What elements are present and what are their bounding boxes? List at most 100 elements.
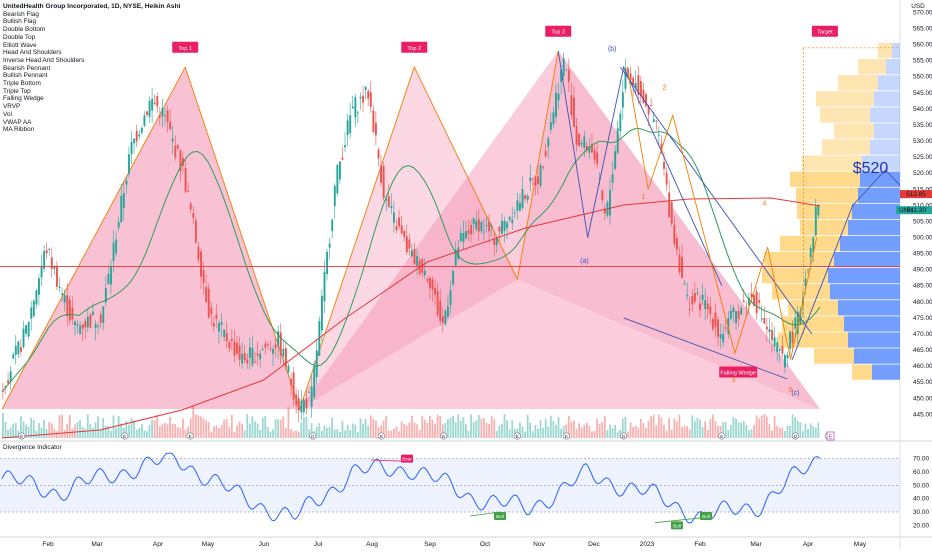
candle-body — [310, 386, 313, 408]
volume-bar — [570, 421, 573, 438]
event-marker-e-text: E — [829, 435, 833, 441]
indicator-item[interactable]: Triple Bottom — [3, 80, 41, 88]
indicator-item[interactable]: MA Ribbon — [3, 126, 35, 134]
volume-bar — [205, 420, 208, 438]
candle-body — [153, 102, 156, 104]
candle-body — [179, 150, 182, 171]
candle-body — [313, 366, 316, 397]
volume-bar — [688, 429, 691, 438]
candle-body — [4, 385, 7, 388]
candle-body — [156, 96, 159, 107]
candle-body — [459, 233, 462, 241]
indicator-item[interactable]: VRVP — [3, 103, 21, 111]
indicator-item[interactable]: Falling Wedge — [3, 95, 44, 103]
candle-body — [241, 353, 244, 364]
candle-body — [374, 122, 377, 136]
candle-body — [84, 321, 87, 328]
indicator-item[interactable]: Bullish Pennant — [3, 72, 48, 80]
volume-bar — [215, 425, 218, 438]
volume-bar — [598, 423, 601, 438]
candle-body — [328, 243, 331, 248]
candle-body — [454, 249, 457, 266]
indicator-item[interactable]: Vol — [3, 110, 12, 118]
candle-body — [663, 162, 665, 169]
candle-body — [130, 141, 133, 155]
indicator-item[interactable]: Bearish Pennant — [3, 64, 51, 72]
price-axis[interactable]: 570.00 565.00 560.00 555.00 550.00 545.00 540.… — [896, 9, 932, 418]
candle-body — [699, 303, 702, 311]
candle-body — [686, 294, 689, 297]
volume-bar — [624, 416, 627, 438]
candle-body — [634, 83, 637, 89]
volume-bars — [2, 406, 820, 438]
vrvp-bar — [870, 107, 900, 123]
top1-label: Top 1 — [172, 41, 199, 53]
candle-body — [565, 69, 568, 71]
candle-body — [359, 96, 362, 99]
volume-bar — [194, 414, 197, 438]
event-marker: E — [378, 432, 386, 440]
volume-bar — [241, 424, 244, 438]
volume-bar — [575, 429, 578, 438]
indicator-item[interactable]: Double Bottom — [3, 26, 46, 34]
candle-body — [678, 254, 681, 272]
volume-bar — [274, 419, 277, 438]
volume-bar — [773, 416, 776, 438]
volume-bar — [372, 419, 375, 438]
indicator-item[interactable]: Bearish Flag — [3, 10, 39, 18]
candle-body — [120, 195, 123, 223]
candle-body — [781, 346, 784, 354]
volume-bar — [801, 431, 804, 438]
indicator-item[interactable]: Triple Top — [3, 87, 31, 95]
bear-label-bg — [401, 454, 413, 463]
pattern-lines — [557, 47, 900, 380]
candle-body — [68, 299, 71, 321]
indicator-item[interactable]: Head And Shoulders — [3, 49, 62, 57]
indicator-item[interactable]: Elliott Wave — [3, 41, 37, 49]
vrvp-bar — [870, 139, 900, 155]
candle-body — [763, 318, 766, 324]
volume-bar — [99, 429, 102, 438]
price-tick: 465.00 — [913, 347, 932, 354]
volume-bar — [392, 428, 395, 438]
volume-bar — [187, 427, 190, 438]
candle-body — [228, 342, 231, 349]
indicator-item[interactable]: Bullish Flag — [3, 18, 37, 26]
volume-bar — [200, 416, 202, 438]
candle-body — [444, 310, 447, 325]
candle-body — [223, 329, 226, 338]
volume-bar — [25, 424, 27, 438]
candle-body — [493, 239, 496, 245]
volume-profile — [762, 42, 900, 380]
indicator-item[interactable]: Double Top — [3, 33, 36, 41]
osc-tick: 30.00 — [913, 509, 929, 516]
volume-bar — [354, 424, 357, 438]
indicator-item[interactable]: VWAP AA — [3, 118, 32, 126]
volume-bar — [179, 427, 182, 438]
volume-bar — [513, 428, 516, 438]
volume-bar — [50, 423, 53, 438]
candle-body — [778, 349, 781, 351]
volume-bar — [284, 427, 287, 438]
volume-bar — [508, 429, 511, 438]
volume-bar — [639, 418, 642, 438]
candle-body — [392, 212, 395, 223]
candle-body — [367, 90, 370, 99]
volume-bar — [701, 427, 704, 438]
volume-bar — [760, 415, 763, 438]
candle-body — [706, 303, 709, 310]
volume-bar — [120, 423, 123, 438]
time-axis[interactable]: Feb Mar Apr May Jun Jul Aug Sep Oct Nov Dec 2023 Feb… — [42, 541, 867, 548]
candle-body — [711, 319, 714, 330]
volume-bar — [74, 424, 76, 438]
volume-bar — [346, 424, 349, 438]
price-tick: 525.00 — [913, 154, 932, 161]
candle-body — [171, 138, 174, 142]
event-marker: D — [620, 432, 628, 440]
volume-bar — [30, 417, 33, 438]
candle-body — [92, 311, 94, 316]
candle-body — [50, 257, 53, 269]
indicator-item[interactable]: Inverse Head And Shoulders — [3, 56, 85, 64]
